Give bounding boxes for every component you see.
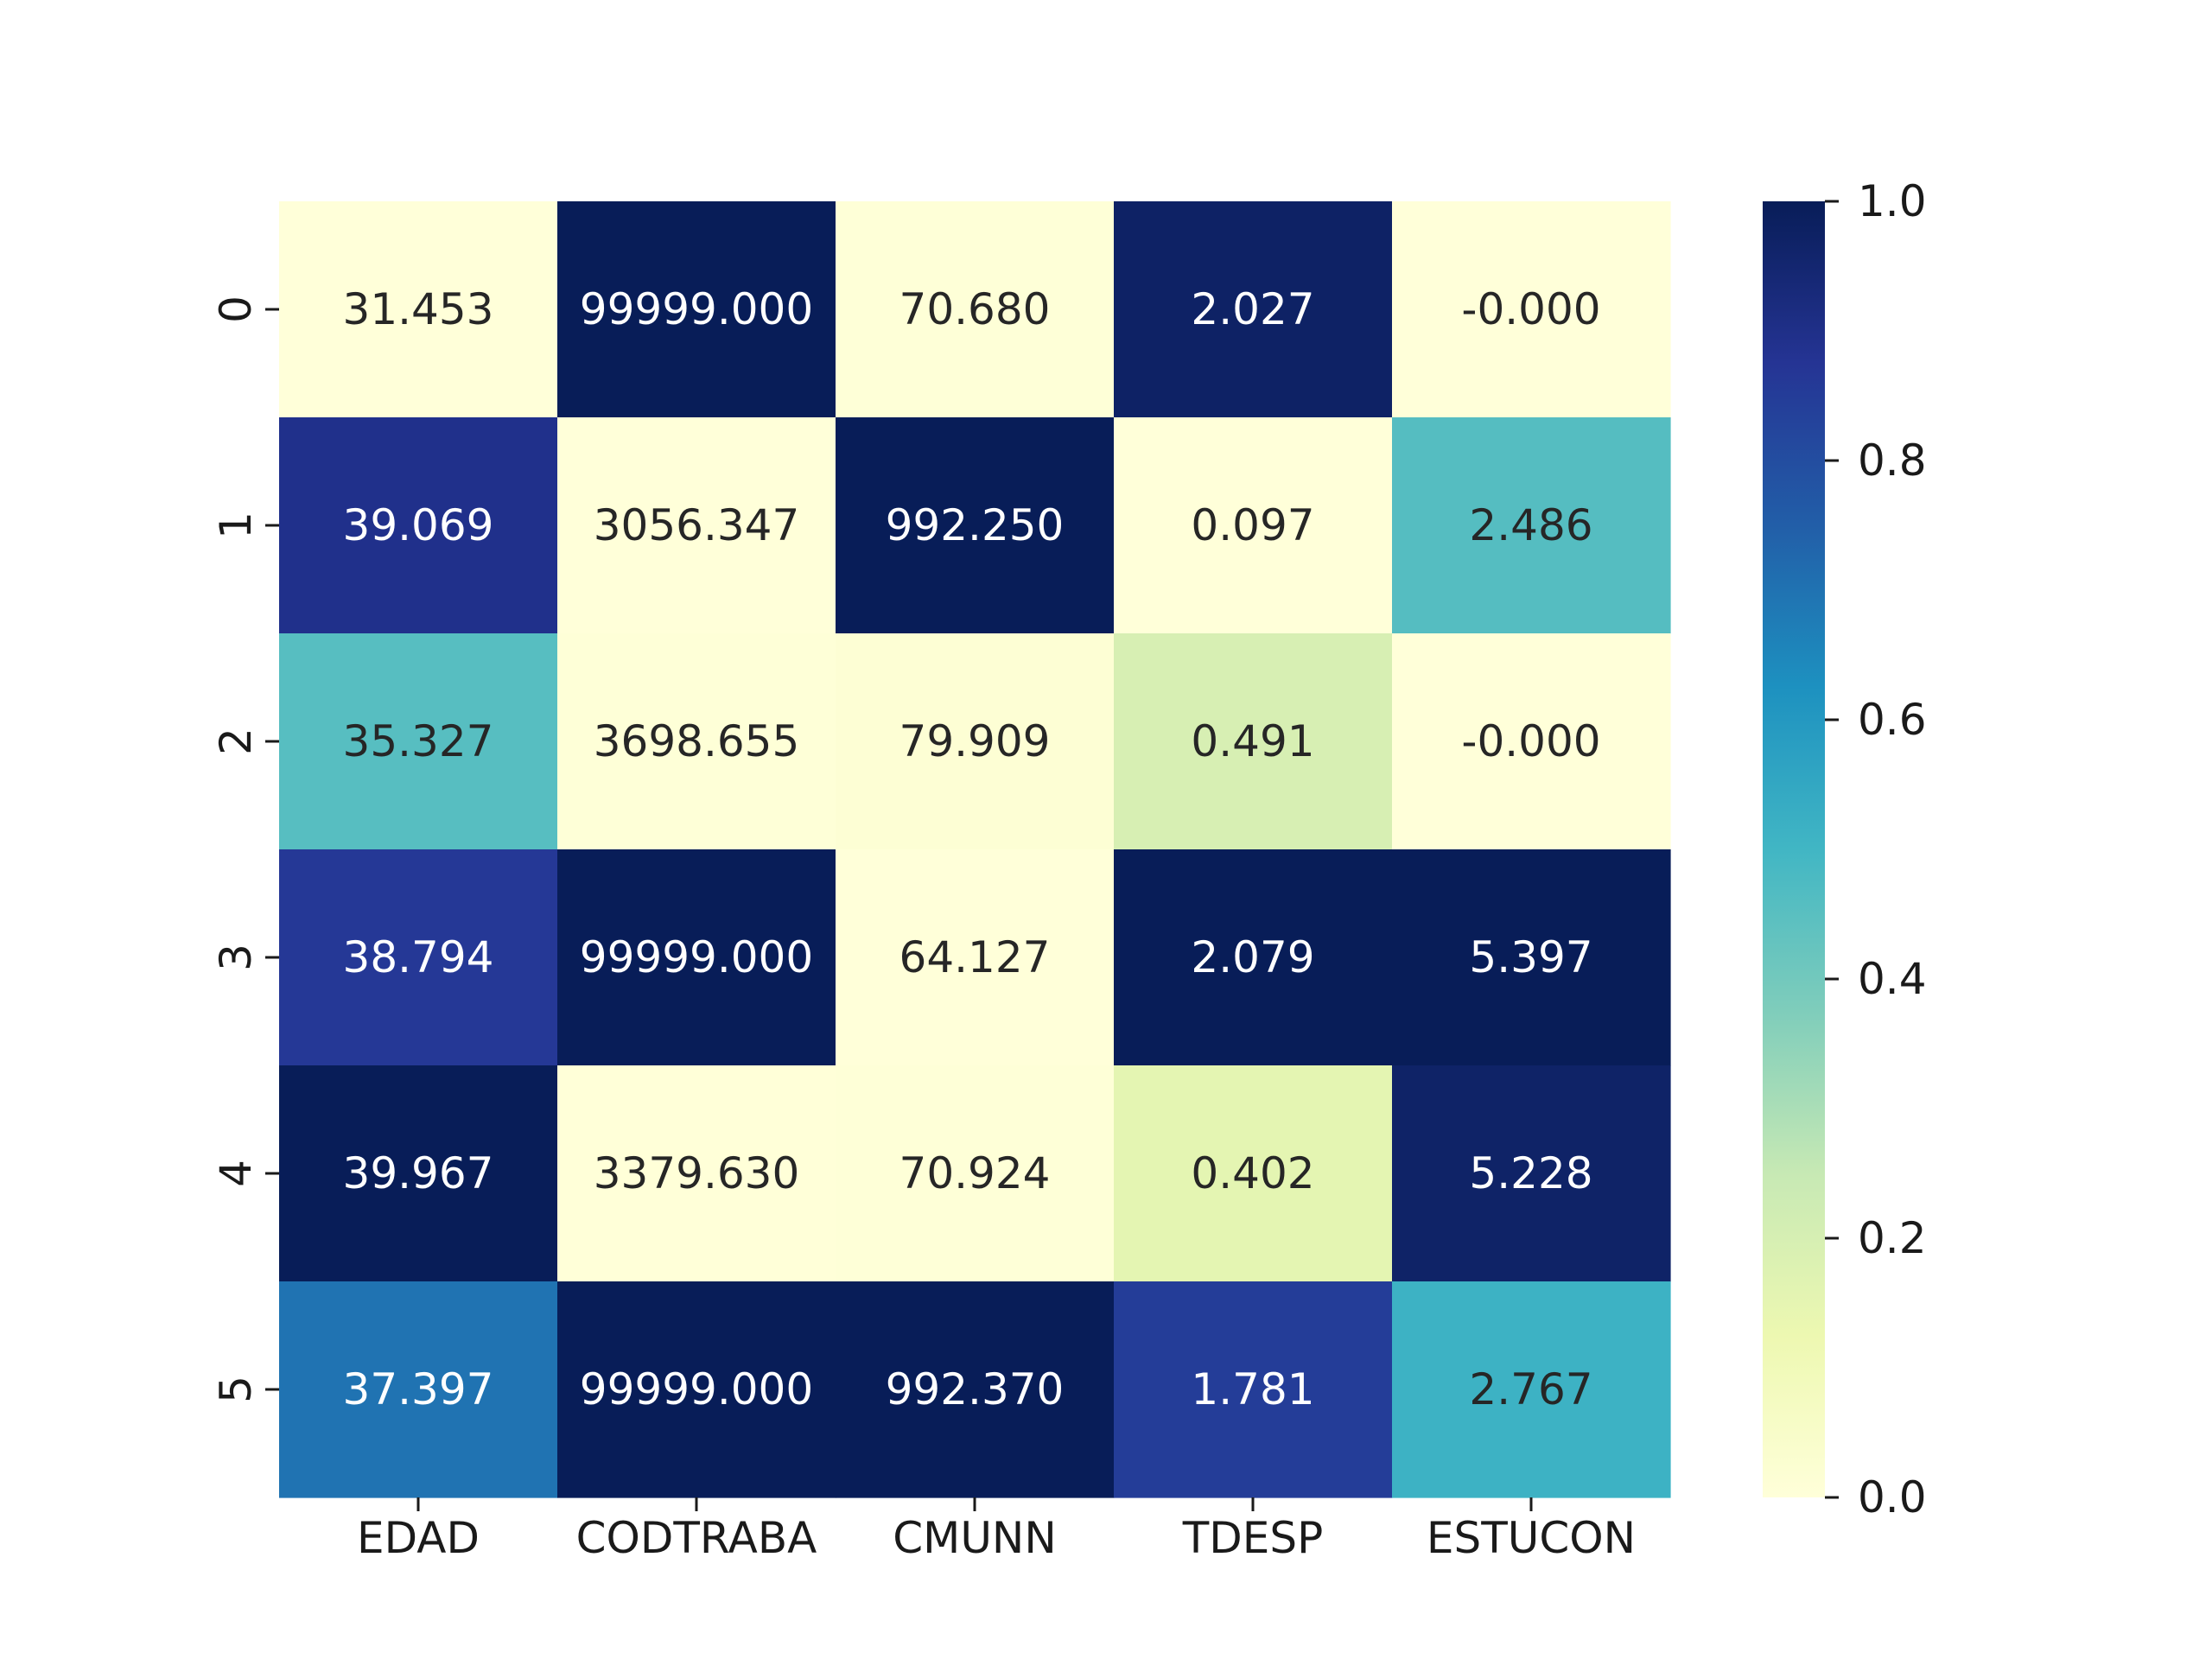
cell-value-label: 2.027 (1191, 284, 1314, 334)
y-tick-label: 0 (211, 296, 261, 323)
cell-value-label: 38.794 (343, 932, 494, 982)
cell-value-label: 35.327 (343, 716, 494, 766)
colorbar-tick-label: 0.4 (1858, 954, 1927, 1004)
heatmap-cell (1114, 1065, 1393, 1282)
colorbar-tick-label: 0.0 (1858, 1472, 1927, 1522)
cell-value-label: 992.370 (886, 1364, 1065, 1414)
heatmap-grid: 31.453 99999.000 70.680 2.027 -0.000 39.069 30… (279, 201, 1671, 1498)
heatmap-cell (1114, 849, 1393, 1066)
heatmap-cell (1392, 1281, 1671, 1498)
cell-value-label: -0.000 (1461, 284, 1600, 334)
heatmap-cell (557, 417, 836, 634)
cell-value-label: 99999.000 (580, 284, 813, 334)
cell-value-label: 1.781 (1191, 1364, 1314, 1414)
x-tick-label: ESTUCON (1427, 1513, 1636, 1563)
y-tick-label: 5 (211, 1376, 261, 1403)
cell-value-label: 2.767 (1469, 1364, 1592, 1414)
heatmap-cell (557, 849, 836, 1066)
heatmap-cell (836, 1065, 1115, 1282)
cell-value-label: 0.097 (1191, 500, 1314, 550)
heatmap-cell (557, 201, 836, 418)
heatmap-cell (557, 633, 836, 850)
colorbar-tick-label: 0.6 (1858, 695, 1927, 745)
heatmap-cell (279, 1281, 558, 1498)
colorbar: 0.0 0.2 0.4 0.6 0.8 1.0 (1763, 176, 1927, 1522)
cell-value-label: 5.397 (1469, 932, 1592, 982)
heatmap-cell (557, 1281, 836, 1498)
x-tick-label: EDAD (357, 1513, 480, 1563)
heatmap-cell (836, 201, 1115, 418)
colorbar-tick-label: 0.8 (1858, 435, 1927, 486)
cell-value-label: 99999.000 (580, 1364, 813, 1414)
cell-value-label: 79.909 (899, 716, 1051, 766)
heatmap-cell (1114, 1281, 1393, 1498)
heatmap-cell (1392, 633, 1671, 850)
heatmap-cell (836, 849, 1115, 1066)
heatmap-cell (1114, 201, 1393, 418)
heatmap-cell (1392, 201, 1671, 418)
cell-value-label: 3379.630 (594, 1148, 800, 1198)
cell-value-label: 70.924 (899, 1148, 1051, 1198)
x-tick-label: CMUNN (893, 1513, 1056, 1563)
cell-value-label: -0.000 (1461, 716, 1600, 766)
cell-value-label: 2.079 (1191, 932, 1314, 982)
cell-value-label: 0.402 (1191, 1148, 1314, 1198)
heatmap-cell (279, 201, 558, 418)
cell-value-label: 31.453 (343, 284, 494, 334)
x-tick-label: CODTRABA (576, 1513, 817, 1563)
heatmap-cell (836, 633, 1115, 850)
cell-value-label: 39.967 (343, 1148, 494, 1198)
heatmap-cell (1392, 1065, 1671, 1282)
cell-value-label: 64.127 (899, 932, 1051, 982)
y-tick-label: 3 (211, 944, 261, 971)
colorbar-tick-label: 1.0 (1858, 176, 1927, 226)
heatmap-cell (279, 849, 558, 1066)
heatmap-cell (557, 1065, 836, 1282)
cell-value-label: 37.397 (343, 1364, 494, 1414)
cell-value-label: 992.250 (886, 500, 1065, 550)
cell-value-label: 39.069 (343, 500, 494, 550)
heatmap-cell (1114, 633, 1393, 850)
heatmap-cell (279, 417, 558, 634)
cell-value-label: 3698.655 (594, 716, 800, 766)
heatmap-cell (1114, 417, 1393, 634)
colorbar-gradient (1763, 201, 1825, 1497)
y-tick-label: 2 (211, 728, 261, 755)
cell-value-label: 3056.347 (594, 500, 800, 550)
cell-value-label: 0.491 (1191, 716, 1314, 766)
heatmap-cell (1392, 417, 1671, 634)
cell-value-label: 99999.000 (580, 932, 813, 982)
y-axis: 0 1 2 3 4 5 (211, 296, 279, 1403)
cell-value-label: 5.228 (1469, 1148, 1592, 1198)
cell-value-label: 70.680 (899, 284, 1051, 334)
cell-value-label: 2.486 (1469, 500, 1592, 550)
heatmap-cell (836, 1281, 1115, 1498)
y-tick-label: 4 (211, 1160, 261, 1187)
x-tick-label: TDESP (1182, 1513, 1324, 1563)
heatmap-cell (836, 417, 1115, 634)
colorbar-tick-label: 0.2 (1858, 1213, 1927, 1263)
heatmap-cell (279, 1065, 558, 1282)
y-tick-label: 1 (211, 512, 261, 539)
heatmap-cell (279, 633, 558, 850)
heatmap-cell (1392, 849, 1671, 1066)
x-axis: EDAD CODTRABA CMUNN TDESP ESTUCON (357, 1497, 1636, 1563)
